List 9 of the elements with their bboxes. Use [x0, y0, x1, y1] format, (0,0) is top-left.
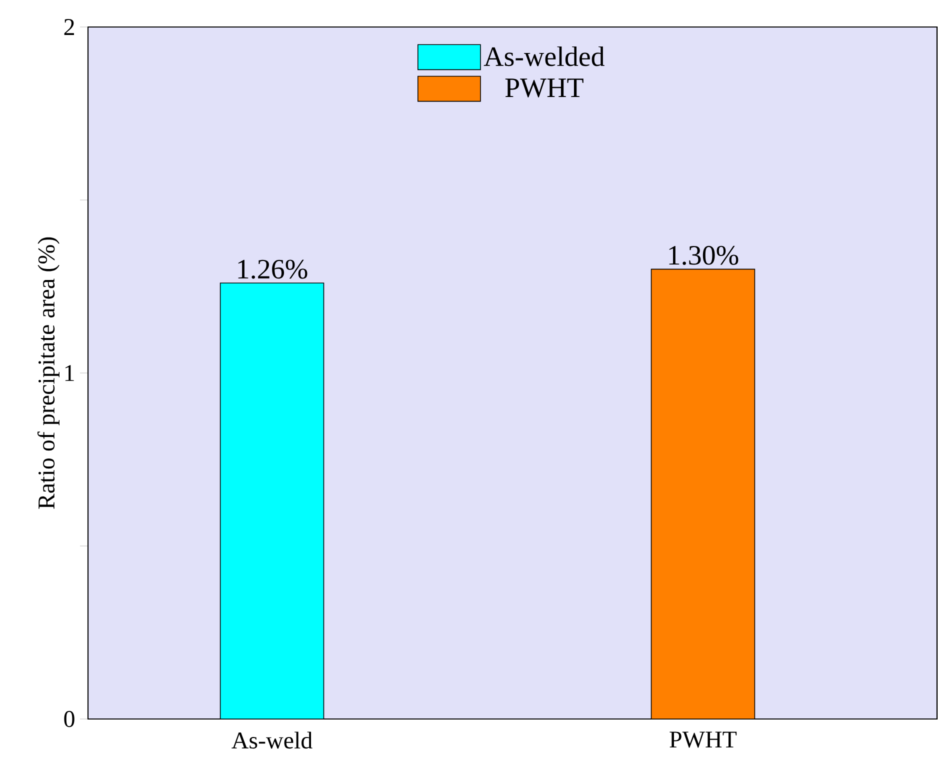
y-tick-label: 1	[65, 365, 74, 381]
y-axis-title: Ratio of precipitate area (%)	[37, 237, 60, 509]
x-tick-label: As-weld	[232, 732, 312, 749]
y-tick-label: 0	[64, 710, 74, 728]
y-tick-label: 2	[64, 19, 74, 35]
data-label: 1.26%	[238, 260, 308, 279]
legend-label: PWHT	[505, 78, 584, 98]
data-label: 1.30%	[669, 246, 738, 265]
legend-label: As-welded	[484, 46, 605, 66]
